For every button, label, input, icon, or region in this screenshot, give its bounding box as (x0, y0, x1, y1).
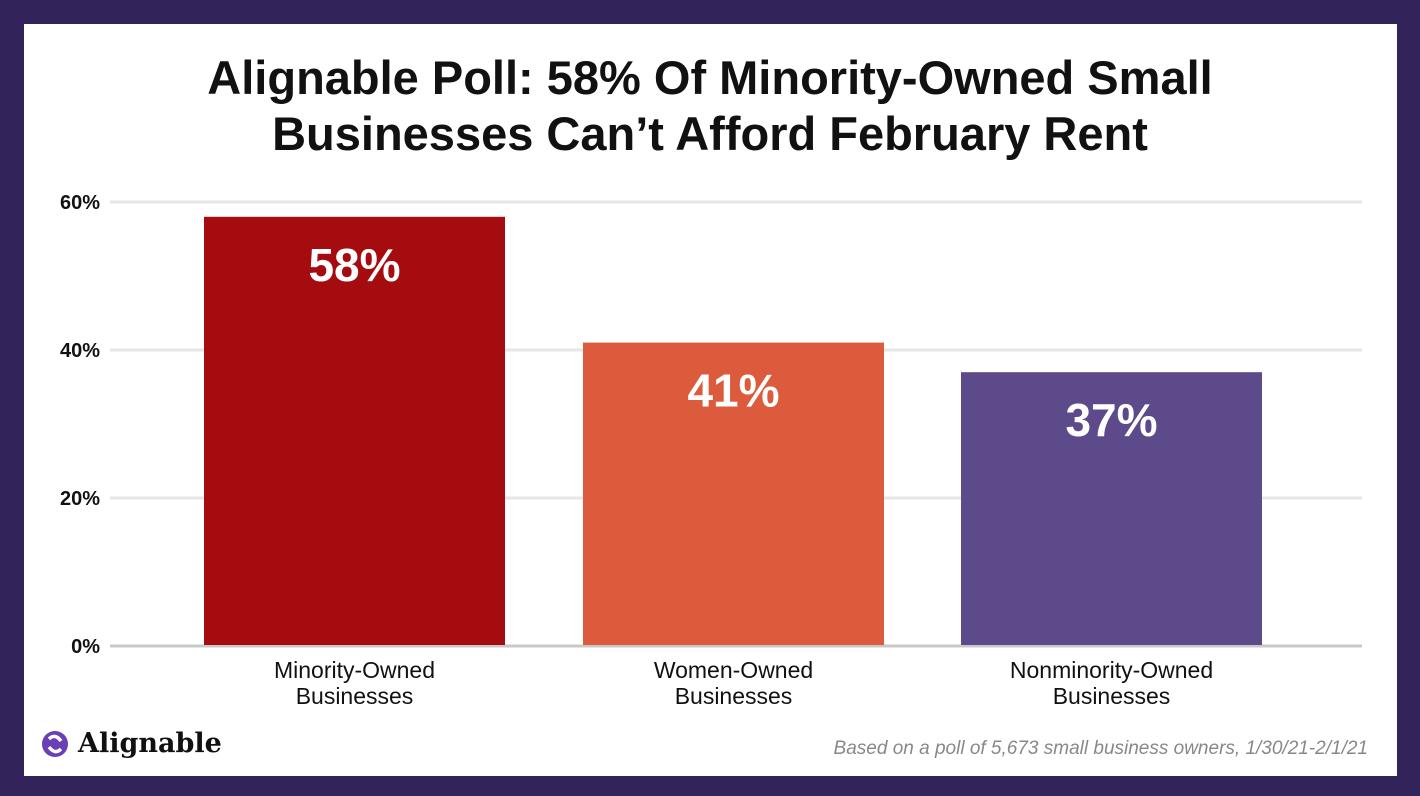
y-tick-label: 20% (60, 488, 100, 510)
bar-2 (583, 342, 884, 645)
y-tick-label: 0% (71, 636, 100, 658)
x-tick-label: Businesses (296, 683, 414, 709)
x-tick-label: Nonminority-Owned (1010, 657, 1213, 683)
bar-1 (204, 216, 505, 646)
x-tick-label: Businesses (675, 683, 793, 709)
data-label: 37% (1065, 394, 1157, 446)
chart-title: Alignable Poll: 58% Of Minority-Owned Sm… (0, 50, 1420, 162)
logo-text: Alignable (78, 728, 222, 759)
title-line-2: Businesses Can’t Afford February Rent (272, 107, 1148, 160)
x-tick-label: Businesses (1053, 683, 1171, 709)
x-tick-label: Minority-Owned (274, 657, 435, 683)
y-tick-label: 60% (60, 192, 100, 214)
data-label: 41% (687, 365, 779, 417)
bar-3 (961, 372, 1262, 645)
y-tick-label: 40% (60, 340, 100, 362)
footnote: Based on a poll of 5,673 small business … (833, 738, 1368, 759)
alignable-logo: Alignable (40, 728, 222, 759)
data-label: 58% (308, 239, 400, 291)
title-line-1: Alignable Poll: 58% Of Minority-Owned Sm… (207, 51, 1213, 104)
x-tick-label: Women-Owned (654, 657, 813, 683)
alignable-logo-icon (42, 730, 68, 757)
